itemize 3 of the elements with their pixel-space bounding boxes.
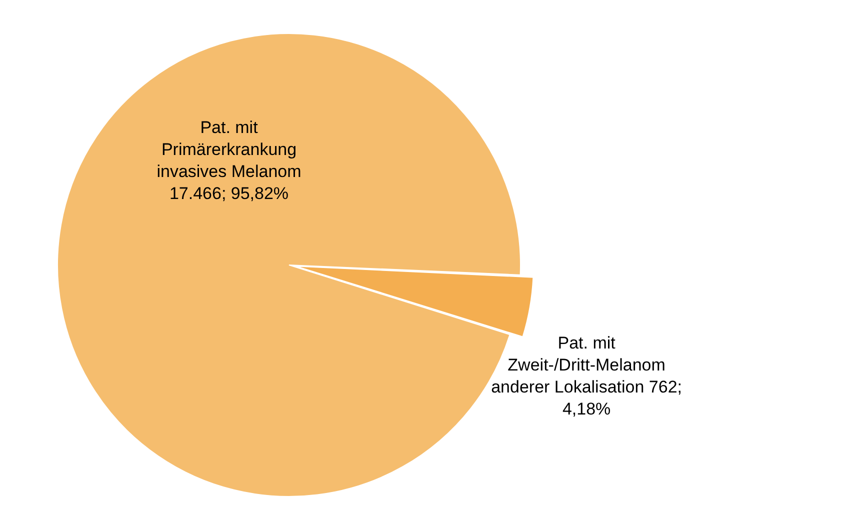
data-label: 17.466; 95,82% — [169, 184, 289, 204]
slice-label: Pat. mit Zweit-/Dritt-Melanom anderer Lokalisation 762; 4,18% — [491, 333, 682, 418]
slice-label: Pat. mit Primärerkrankung invasives Melanom — [156, 118, 302, 182]
